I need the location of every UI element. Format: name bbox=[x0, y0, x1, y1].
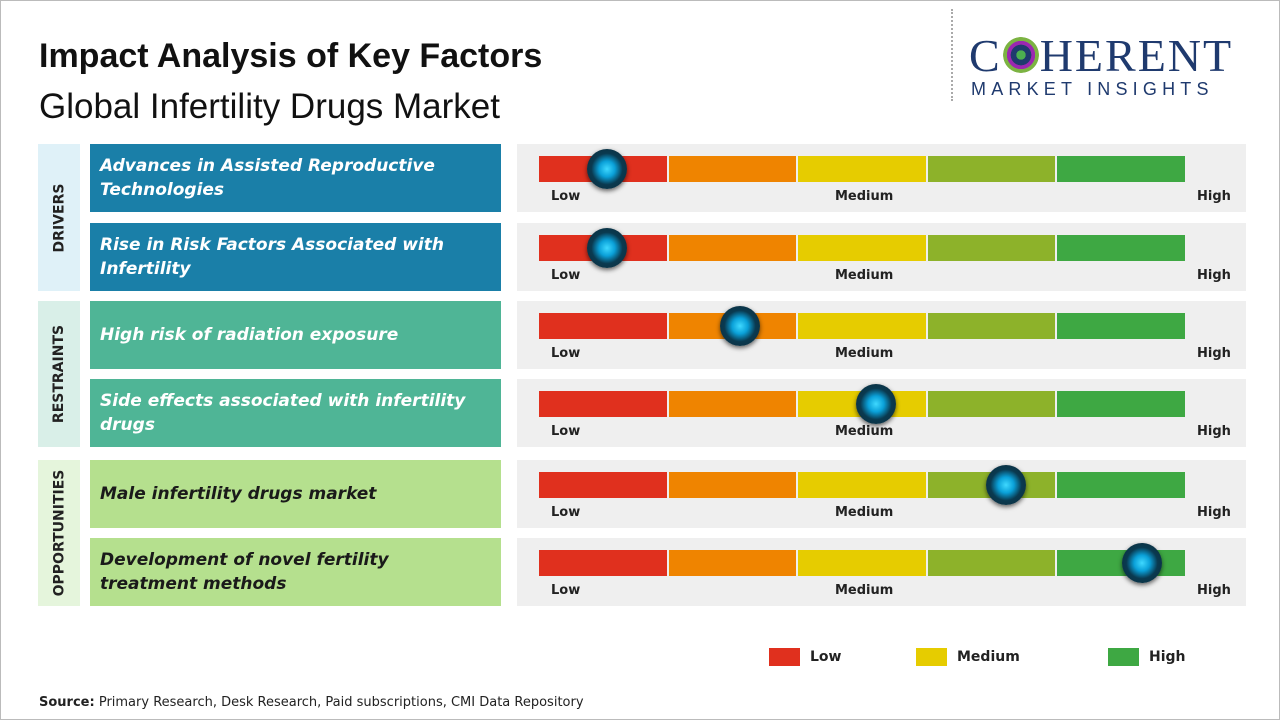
scale-segment bbox=[798, 235, 926, 261]
scale-segment bbox=[668, 156, 797, 182]
legend-swatch bbox=[916, 648, 947, 666]
scale-label: Low bbox=[551, 505, 581, 520]
group-label: OPPORTUNITIES bbox=[51, 469, 68, 597]
impact-marker bbox=[587, 228, 628, 268]
logo-text: C bbox=[969, 30, 1002, 81]
scale-label: Low bbox=[551, 583, 581, 598]
logo-text: HERENT bbox=[1039, 30, 1234, 81]
factor-label: Side effects associated with infertility… bbox=[90, 379, 501, 447]
group-box: RESTRAINTS bbox=[38, 301, 80, 447]
scale-label: Low bbox=[551, 424, 581, 439]
scale-segment bbox=[1057, 235, 1185, 261]
scale-label: High bbox=[1197, 424, 1231, 439]
scale-segment bbox=[539, 472, 667, 498]
scale-segment bbox=[798, 156, 926, 182]
scale-segment bbox=[1057, 391, 1185, 417]
legend-label: Medium bbox=[957, 649, 1020, 665]
scale-segment bbox=[798, 550, 926, 576]
scale-segment bbox=[1057, 156, 1185, 182]
impact-marker bbox=[855, 384, 896, 424]
scale-segment bbox=[1057, 313, 1185, 339]
impact-marker bbox=[719, 306, 760, 346]
group-box: DRIVERS bbox=[38, 144, 80, 291]
scale-segment bbox=[539, 391, 667, 417]
scale-label: Medium bbox=[835, 505, 894, 520]
scale-segment bbox=[668, 550, 797, 576]
group-label: DRIVERS bbox=[51, 183, 67, 252]
impact-marker bbox=[1121, 543, 1162, 583]
scale-segment bbox=[927, 391, 1056, 417]
scale-segment bbox=[668, 235, 797, 261]
legend-label: High bbox=[1149, 649, 1186, 665]
scale-segment bbox=[798, 472, 926, 498]
scale-segment bbox=[1057, 550, 1185, 576]
subtitle: Global Infertility Drugs Market bbox=[39, 87, 500, 126]
scale-label: Low bbox=[551, 346, 581, 361]
scale-segment bbox=[927, 550, 1056, 576]
scale-label: Medium bbox=[835, 189, 894, 204]
logo-globe bbox=[1002, 37, 1039, 73]
scale-segment bbox=[539, 313, 667, 339]
scale-segment bbox=[668, 472, 797, 498]
impact-marker bbox=[985, 465, 1026, 505]
logo-tagline: MARKET INSIGHTS bbox=[971, 79, 1214, 99]
source-label: Source: bbox=[39, 695, 95, 710]
source: Source: Primary Research, Desk Research,… bbox=[39, 695, 584, 710]
scale-segment bbox=[927, 156, 1056, 182]
scale-segment bbox=[927, 313, 1056, 339]
factor-label: Male infertility drugs market bbox=[90, 460, 501, 528]
scale-label: High bbox=[1197, 583, 1231, 598]
factor-label: Development of novel fertility treatment… bbox=[90, 538, 501, 606]
legend-label: Low bbox=[810, 649, 842, 665]
scale-label: Medium bbox=[835, 424, 894, 439]
factor-label: High risk of radiation exposure bbox=[90, 301, 501, 369]
scale-label: High bbox=[1197, 268, 1231, 283]
scale-segment bbox=[668, 391, 797, 417]
title: Impact Analysis of Key Factors bbox=[39, 37, 543, 75]
scale-label: High bbox=[1197, 505, 1231, 520]
scale-label: Low bbox=[551, 189, 581, 204]
scale-label: Medium bbox=[835, 346, 894, 361]
scale-label: Medium bbox=[835, 268, 894, 283]
scale-label: High bbox=[1197, 346, 1231, 361]
impact-marker bbox=[587, 149, 628, 189]
logo: C HERENT bbox=[969, 29, 1233, 82]
group-label: RESTRAINTS bbox=[51, 324, 67, 424]
factor-label: Advances in Assisted Reproductive Techno… bbox=[90, 144, 501, 212]
legend-swatch bbox=[1108, 648, 1139, 666]
scale-label: Medium bbox=[835, 583, 894, 598]
scale-label: High bbox=[1197, 189, 1231, 204]
scale-segment bbox=[798, 313, 926, 339]
source-text: Primary Research, Desk Research, Paid su… bbox=[98, 695, 584, 710]
scale-segment bbox=[927, 235, 1056, 261]
divider bbox=[951, 9, 953, 101]
scale-label: Low bbox=[551, 268, 581, 283]
factor-label: Rise in Risk Factors Associated with Inf… bbox=[90, 223, 501, 291]
scale-segment bbox=[1057, 472, 1185, 498]
legend-swatch bbox=[769, 648, 800, 666]
group-box: OPPORTUNITIES bbox=[38, 460, 80, 606]
scale-segment bbox=[539, 550, 667, 576]
